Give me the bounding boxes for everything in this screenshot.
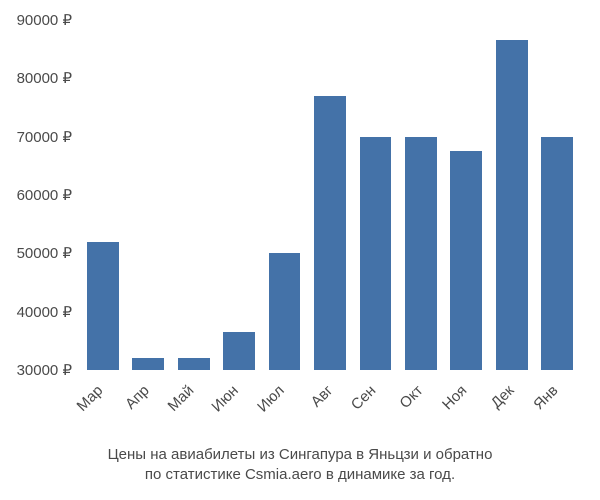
y-tick-label: 40000 ₽ xyxy=(17,303,72,321)
bar xyxy=(178,358,210,370)
plot-area: 30000 ₽40000 ₽50000 ₽60000 ₽70000 ₽80000… xyxy=(80,20,580,370)
y-tick-label: 60000 ₽ xyxy=(17,186,72,204)
x-tick-label: Сен xyxy=(348,382,379,413)
bar xyxy=(223,332,255,370)
caption-line-1: Цены на авиабилеты из Сингапура в Яньцзи… xyxy=(0,445,600,465)
bar xyxy=(314,96,346,370)
bar xyxy=(132,358,164,370)
bar-chart: 30000 ₽40000 ₽50000 ₽60000 ₽70000 ₽80000… xyxy=(80,20,580,370)
bar xyxy=(360,137,392,370)
y-tick-label: 30000 ₽ xyxy=(17,361,72,379)
x-tick-label: Июл xyxy=(254,382,288,416)
y-tick-label: 80000 ₽ xyxy=(17,69,72,87)
x-tick-label: Янв xyxy=(531,382,562,413)
x-tick-label: Авг xyxy=(308,382,337,411)
y-tick-label: 90000 ₽ xyxy=(17,11,72,29)
bar xyxy=(496,40,528,370)
x-tick-label: Апр xyxy=(122,382,153,413)
x-tick-label: Мар xyxy=(73,382,106,415)
x-tick-label: Окт xyxy=(396,382,426,412)
chart-caption: Цены на авиабилеты из Сингапура в Яньцзи… xyxy=(0,445,600,486)
y-tick-label: 70000 ₽ xyxy=(17,128,72,146)
bar xyxy=(541,137,573,370)
x-tick-label: Дек xyxy=(488,382,518,412)
bar xyxy=(269,253,301,370)
bar xyxy=(405,137,437,370)
caption-line-2: по статистике Csmia.aero в динамике за г… xyxy=(0,465,600,485)
x-tick-label: Ноя xyxy=(439,382,470,413)
bar xyxy=(450,151,482,370)
x-tick-label: Май xyxy=(164,382,197,415)
x-tick-label: Июн xyxy=(208,382,241,415)
bar xyxy=(87,242,119,370)
y-tick-label: 50000 ₽ xyxy=(17,244,72,262)
